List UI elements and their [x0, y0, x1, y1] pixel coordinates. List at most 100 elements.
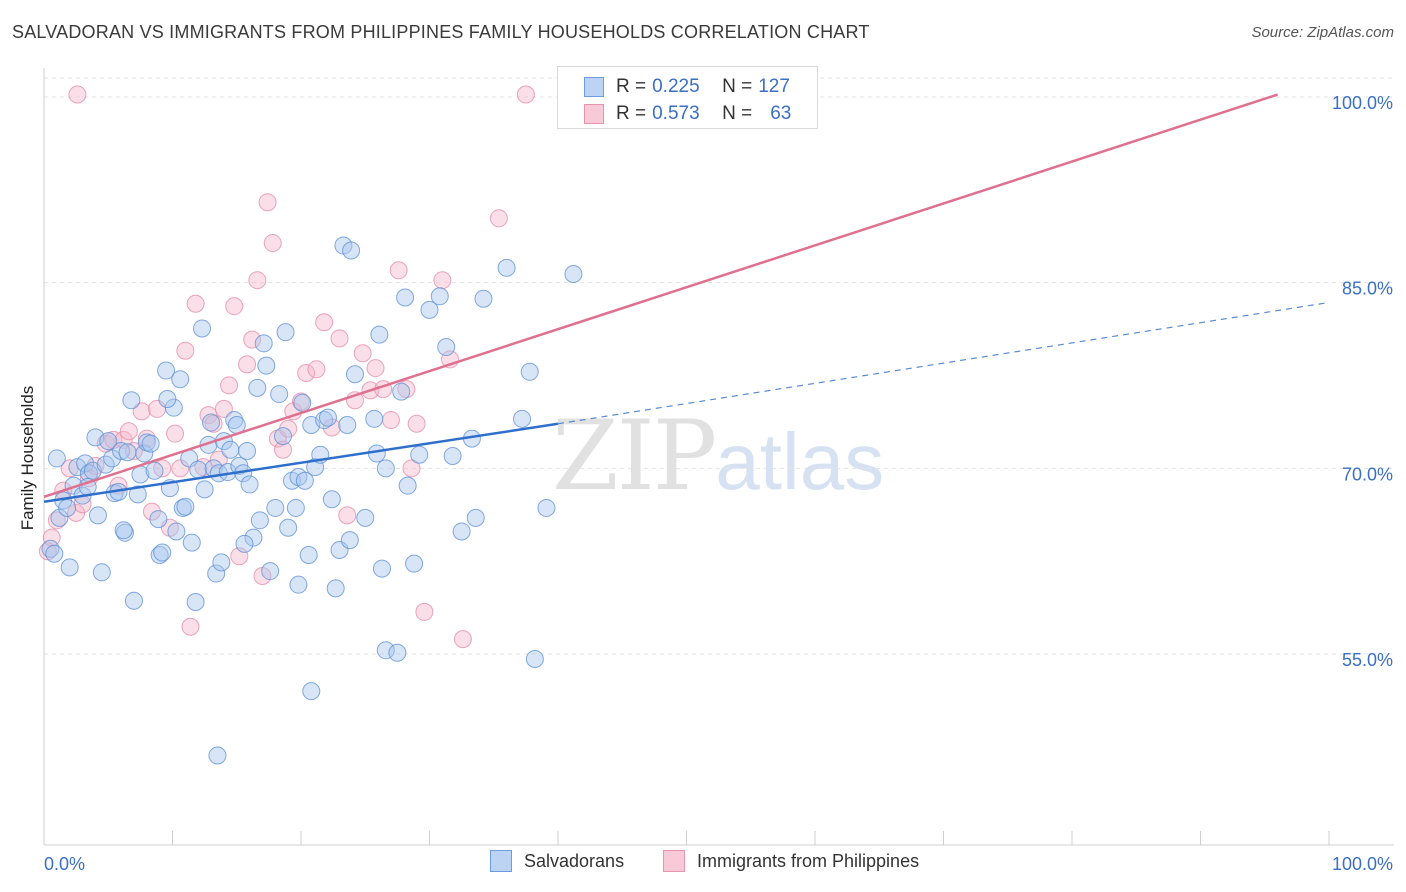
- salvadoran-point: [76, 454, 95, 473]
- salvadoran-point: [189, 460, 208, 479]
- legend-n-value: 63: [770, 103, 792, 124]
- philippines-point: [407, 414, 426, 433]
- salvadoran-point: [212, 553, 231, 572]
- salvadoran-point: [99, 432, 118, 451]
- y-tick-label: 55.0%: [1342, 650, 1393, 670]
- salvadoran-point: [145, 461, 164, 480]
- philippines-point: [238, 355, 257, 374]
- salvadoran-point: [114, 521, 133, 540]
- philippines-point: [142, 502, 161, 521]
- salvadoran-point: [392, 382, 411, 401]
- salvadoran-point: [202, 413, 221, 432]
- salvadoran-point: [356, 508, 375, 527]
- philippines-point: [297, 364, 316, 383]
- legend-n-label: N =: [722, 103, 753, 124]
- salvadoran-point: [266, 498, 285, 517]
- legend-swatch-blue: [490, 850, 512, 872]
- philippines-point: [248, 271, 267, 290]
- salvadoran-point: [176, 497, 195, 516]
- salvadoran-point: [248, 378, 267, 397]
- salvadoran-point: [466, 508, 485, 527]
- philippines-point: [307, 360, 326, 379]
- salvadoran-point: [388, 643, 407, 662]
- philippines-point: [263, 234, 282, 253]
- salvadoran-point: [513, 409, 532, 428]
- salvadoran-point: [410, 445, 429, 464]
- legend-swatch-blue: [584, 77, 604, 97]
- salvadoran-point: [221, 440, 240, 459]
- philippines-point: [402, 459, 421, 478]
- salvadoran-point: [150, 545, 169, 564]
- philippines-point: [209, 450, 228, 469]
- salvadoran-point: [326, 579, 345, 598]
- philippines-point: [225, 297, 244, 316]
- philippines-point: [199, 406, 218, 425]
- philippines-point: [132, 402, 151, 421]
- legend-n-value: 127: [758, 76, 790, 97]
- salvadoran-point: [225, 411, 244, 430]
- salvadoran-point: [167, 522, 186, 541]
- salvadoran-point: [318, 408, 337, 427]
- philippines-point: [274, 440, 293, 459]
- salvadoran-point: [208, 746, 227, 765]
- watermark: ZIPatlas: [552, 400, 884, 512]
- philippines-point: [366, 359, 385, 378]
- philippines-point: [166, 424, 185, 443]
- salvadoran-point: [158, 390, 177, 409]
- salvadoran-point: [274, 427, 293, 446]
- philippines-point: [381, 411, 400, 430]
- salvadoran-point: [186, 593, 205, 612]
- salvadoran-point: [207, 564, 226, 583]
- y-axis-label: Family Households: [18, 385, 37, 531]
- salvadoran-point: [286, 498, 305, 517]
- salvadoran-point: [372, 559, 391, 578]
- salvadoran-point: [370, 325, 389, 344]
- philippines-point: [433, 271, 452, 290]
- philippines-point: [243, 330, 262, 349]
- salvadoran-point: [398, 476, 417, 495]
- salvadoran-point: [122, 391, 141, 410]
- philippines-point: [186, 294, 205, 313]
- salvadoran-point: [437, 338, 456, 357]
- philippines-point: [330, 329, 349, 348]
- legend-label-philippines: Immigrants from Philippines: [697, 850, 920, 871]
- philippines-point: [397, 380, 416, 399]
- salvadoran-point: [141, 434, 160, 453]
- salvadoran-point: [537, 498, 556, 517]
- salvadoran-point: [103, 449, 122, 468]
- source-note: Source: ZipAtlas.com: [1251, 24, 1394, 41]
- legend-item-salvadorans[interactable]: Salvadorans: [490, 850, 624, 872]
- chart-title: SALVADORAN VS IMMIGRANTS FROM PHILIPPINE…: [12, 22, 870, 42]
- legend-label-salvadorans: Salvadorans: [524, 850, 625, 871]
- salvadoran-point: [171, 370, 190, 389]
- philippines-point: [292, 392, 310, 411]
- salvadoran-point: [149, 510, 168, 529]
- legend-r-label: R =: [616, 103, 647, 124]
- philippines-point: [389, 261, 408, 280]
- salvadoran-point: [238, 442, 257, 461]
- watermark-atlas: atlas: [715, 417, 885, 506]
- salvadoran-point: [235, 534, 254, 553]
- salvadoran-point: [182, 533, 201, 552]
- salvadoran-point: [244, 528, 263, 547]
- salvadoran-point: [340, 531, 359, 550]
- salvadoran-point: [279, 518, 298, 537]
- x-tick-label: 0.0%: [44, 854, 85, 874]
- y-tick-label: 85.0%: [1342, 279, 1393, 299]
- salvadoran-point: [293, 393, 312, 412]
- philippines-point: [214, 399, 233, 418]
- salvadoran-point: [45, 544, 64, 563]
- legend-item-philippines[interactable]: Immigrants from Philippines: [663, 850, 919, 872]
- salvadoran-point: [50, 508, 69, 527]
- salvadoran-trendline: [43, 422, 559, 503]
- philippines-point: [353, 344, 372, 363]
- philippines-point: [322, 418, 341, 437]
- salvadoran-point: [289, 575, 308, 594]
- salvadoran-point: [405, 554, 424, 573]
- legend-swatch-pink: [584, 104, 604, 124]
- legend-swatch-pink: [663, 850, 685, 872]
- salvadoran-point: [342, 241, 361, 260]
- legend-r-label: R =: [616, 76, 647, 97]
- salvadoran-point: [124, 591, 143, 610]
- salvadoran-point: [58, 498, 77, 517]
